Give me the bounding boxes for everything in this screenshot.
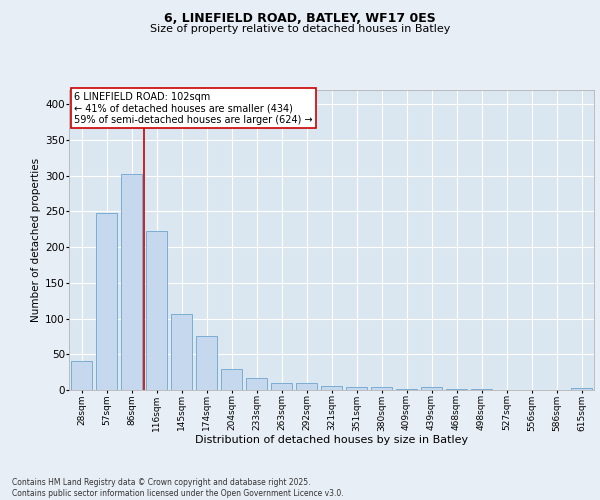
Bar bbox=[421, 387, 442, 390]
Text: 6, LINEFIELD ROAD, BATLEY, WF17 0ES: 6, LINEFIELD ROAD, BATLEY, WF17 0ES bbox=[164, 12, 436, 26]
Bar bbox=[571, 388, 592, 390]
Bar bbox=[396, 388, 417, 390]
Bar bbox=[446, 388, 467, 390]
Bar bbox=[96, 213, 117, 390]
Bar bbox=[271, 383, 292, 390]
Bar bbox=[346, 387, 367, 390]
Bar bbox=[246, 378, 267, 390]
Bar bbox=[71, 362, 92, 390]
Text: 6 LINEFIELD ROAD: 102sqm
← 41% of detached houses are smaller (434)
59% of semi-: 6 LINEFIELD ROAD: 102sqm ← 41% of detach… bbox=[74, 92, 313, 124]
Bar bbox=[296, 383, 317, 390]
Bar bbox=[146, 232, 167, 390]
Bar bbox=[321, 386, 342, 390]
Bar bbox=[371, 387, 392, 390]
Text: Contains HM Land Registry data © Crown copyright and database right 2025.
Contai: Contains HM Land Registry data © Crown c… bbox=[12, 478, 344, 498]
Bar bbox=[196, 336, 217, 390]
Text: Size of property relative to detached houses in Batley: Size of property relative to detached ho… bbox=[150, 24, 450, 34]
X-axis label: Distribution of detached houses by size in Batley: Distribution of detached houses by size … bbox=[195, 434, 468, 444]
Bar bbox=[121, 174, 142, 390]
Y-axis label: Number of detached properties: Number of detached properties bbox=[31, 158, 41, 322]
Bar bbox=[221, 368, 242, 390]
Bar bbox=[171, 314, 192, 390]
